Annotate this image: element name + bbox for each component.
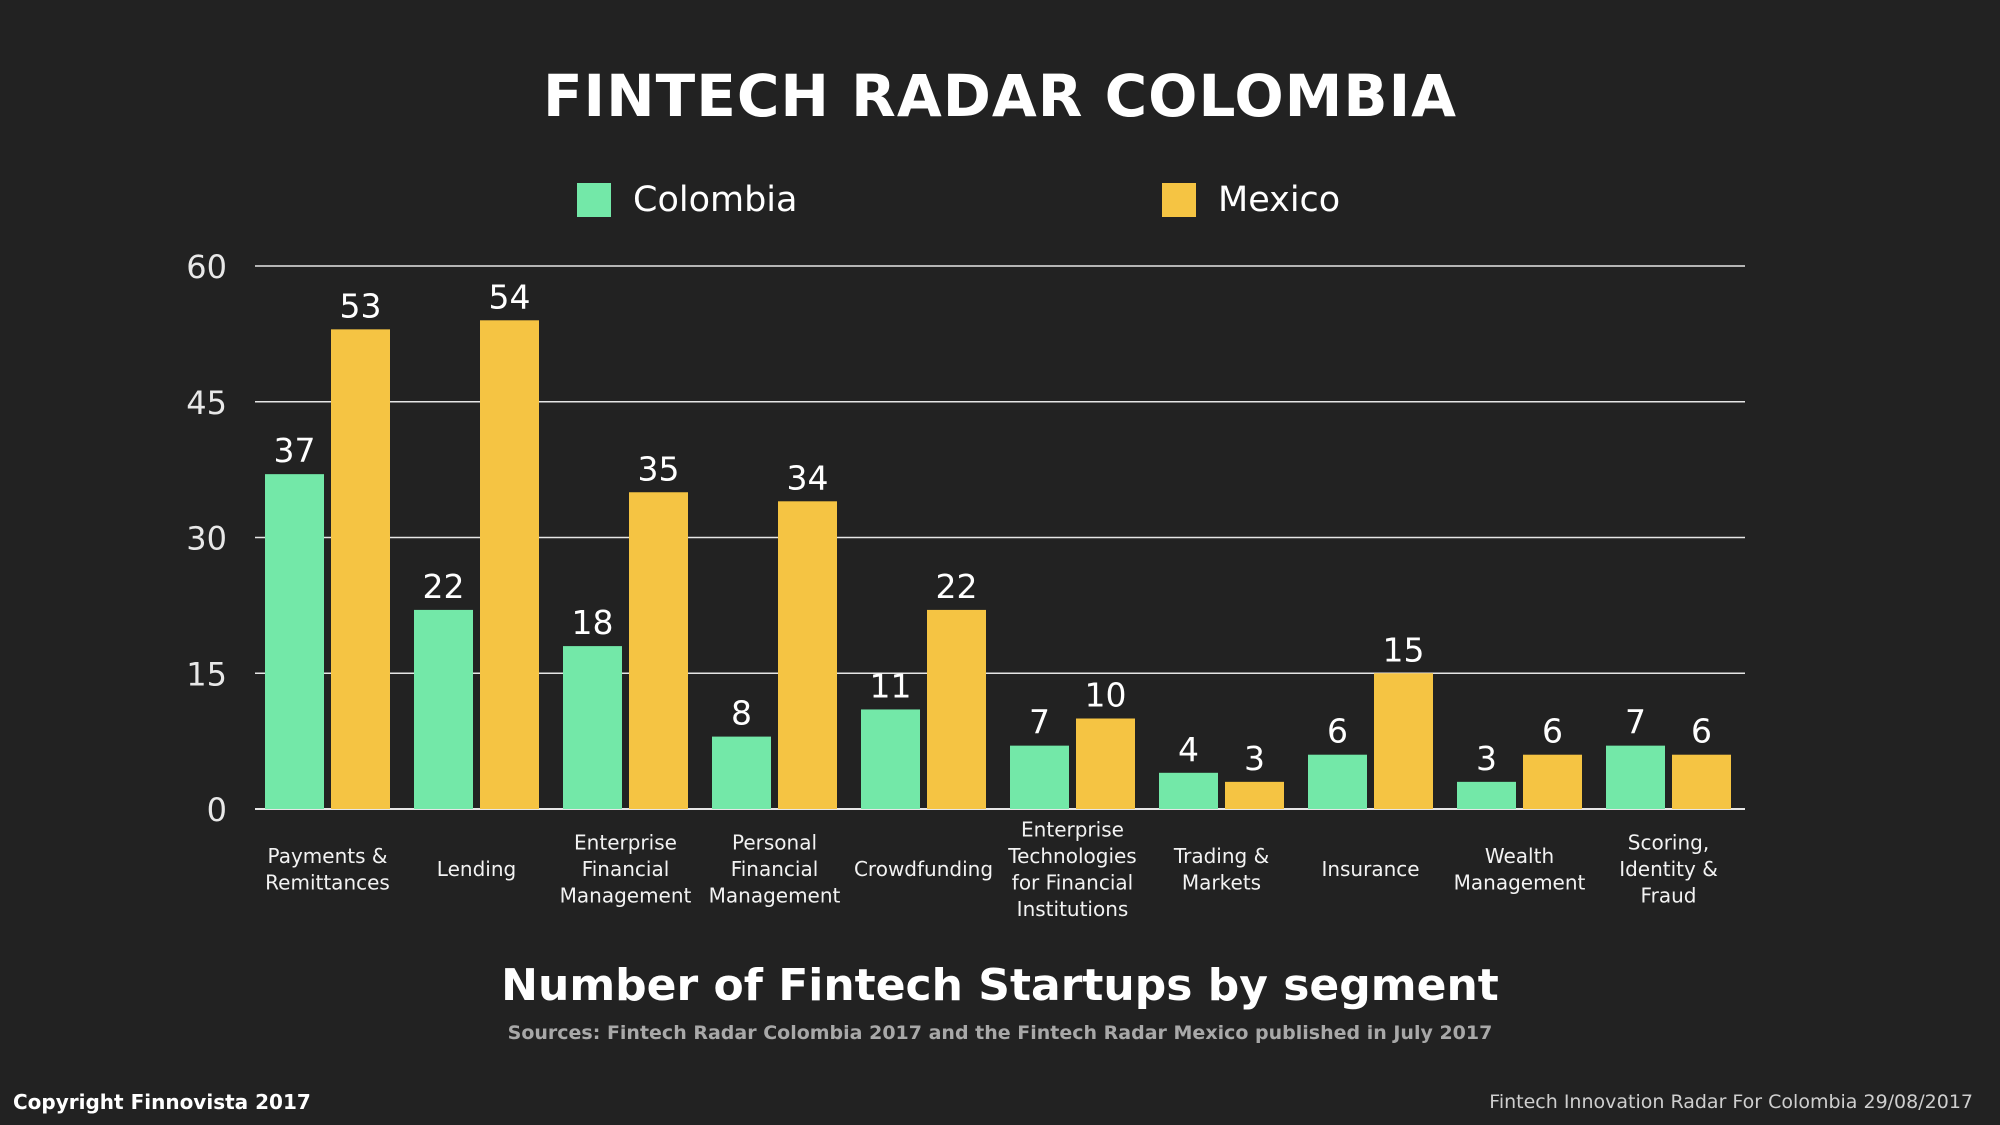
x-tick-label: Markets bbox=[1182, 870, 1261, 894]
x-tick-label: Management bbox=[709, 884, 841, 908]
x-tick-label: Management bbox=[560, 884, 692, 908]
data-label: 6 bbox=[1542, 712, 1563, 751]
bar-colombia bbox=[414, 609, 473, 809]
bar-mexico bbox=[331, 329, 390, 809]
data-label: 10 bbox=[1085, 676, 1127, 715]
data-label: 3 bbox=[1476, 739, 1497, 778]
data-label: 4 bbox=[1178, 730, 1199, 769]
legend-swatch-mexico bbox=[1162, 183, 1196, 217]
bar-mexico bbox=[927, 609, 986, 809]
data-label: 35 bbox=[638, 449, 680, 488]
x-tick-label: Crowdfunding bbox=[854, 857, 993, 881]
data-label: 7 bbox=[1029, 703, 1050, 742]
data-label: 6 bbox=[1327, 712, 1348, 751]
footer-caption: Fintech Innovation Radar For Colombia 29… bbox=[1489, 1091, 1973, 1113]
bar-colombia bbox=[563, 646, 622, 809]
data-label: 3 bbox=[1244, 739, 1265, 778]
y-tick-label: 15 bbox=[186, 655, 227, 693]
x-tick-label: Management bbox=[1454, 870, 1586, 894]
legend-swatch-colombia bbox=[577, 183, 611, 217]
legend-item-colombia: Colombia bbox=[577, 178, 797, 222]
x-tick-label: Fraud bbox=[1641, 884, 1697, 908]
copyright-text: Copyright Finnovista 2017 bbox=[13, 1090, 311, 1114]
sources-note: Sources: Fintech Radar Colombia 2017 and… bbox=[507, 1022, 1493, 1044]
y-tick-label: 45 bbox=[186, 384, 227, 422]
bar-colombia bbox=[1010, 745, 1069, 809]
chart-title: FINTECH RADAR COLOMBIA bbox=[542, 62, 1458, 130]
x-tick-label: Financial bbox=[582, 857, 670, 881]
bar-colombia bbox=[1159, 772, 1218, 809]
legend-item-mexico: Mexico bbox=[1162, 178, 1340, 222]
x-tick-label: Trading & bbox=[1173, 844, 1269, 868]
x-tick-label: Enterprise bbox=[1021, 817, 1124, 841]
x-tick-label: Lending bbox=[437, 857, 516, 881]
x-tick-label: Wealth bbox=[1485, 844, 1554, 868]
data-label: 54 bbox=[489, 277, 531, 316]
x-tick-label: Personal bbox=[732, 831, 817, 855]
data-label: 22 bbox=[936, 567, 978, 606]
data-label: 53 bbox=[340, 286, 382, 325]
data-label: 37 bbox=[274, 431, 316, 470]
data-label: 15 bbox=[1383, 630, 1425, 669]
data-label: 11 bbox=[870, 666, 912, 705]
x-tick-label: Identity & bbox=[1619, 857, 1718, 881]
x-tick-label: Remittances bbox=[265, 870, 390, 894]
bar-colombia bbox=[861, 709, 920, 809]
x-tick-label: Scoring, bbox=[1628, 831, 1709, 855]
bar-colombia bbox=[1457, 781, 1516, 809]
bar-mexico bbox=[1672, 754, 1731, 809]
x-tick-label: Institutions bbox=[1017, 897, 1129, 921]
y-tick-label: 60 bbox=[186, 248, 227, 286]
x-tick-label: Insurance bbox=[1321, 857, 1419, 881]
bar-mexico bbox=[480, 320, 539, 809]
x-tick-label: Payments & bbox=[268, 844, 388, 868]
legend-label-colombia: Colombia bbox=[633, 180, 798, 220]
data-label: 7 bbox=[1625, 703, 1646, 742]
y-tick-label: 30 bbox=[186, 520, 227, 558]
bar-mexico bbox=[1225, 781, 1284, 809]
data-label: 22 bbox=[423, 567, 465, 606]
data-label: 34 bbox=[787, 458, 829, 497]
x-tick-label: for Financial bbox=[1012, 870, 1133, 894]
bar-colombia bbox=[1308, 754, 1367, 809]
bar-mexico bbox=[1374, 673, 1433, 809]
data-label: 18 bbox=[572, 603, 614, 642]
bar-mexico bbox=[778, 501, 837, 809]
x-tick-label: Technologies bbox=[1007, 844, 1136, 868]
chart-subtitle: Number of Fintech Startups by segment bbox=[501, 960, 1499, 1011]
x-tick-label: Financial bbox=[731, 857, 819, 881]
data-label: 8 bbox=[731, 694, 752, 733]
bar-colombia bbox=[265, 474, 324, 809]
bar-colombia bbox=[712, 736, 771, 809]
bar-mexico bbox=[629, 492, 688, 809]
bar-mexico bbox=[1076, 718, 1135, 809]
bar-mexico bbox=[1523, 754, 1582, 809]
x-tick-label: Enterprise bbox=[574, 831, 677, 855]
legend-label-mexico: Mexico bbox=[1218, 180, 1341, 220]
data-label: 6 bbox=[1691, 712, 1712, 751]
bar-colombia bbox=[1606, 745, 1665, 809]
y-tick-label: 0 bbox=[207, 791, 227, 829]
